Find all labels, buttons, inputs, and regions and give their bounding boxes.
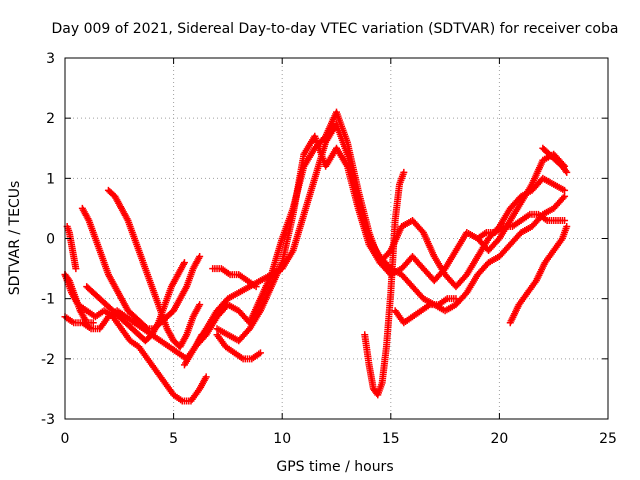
x-tick-label: 10 <box>273 431 291 447</box>
y-tick-label: 1 <box>46 171 55 187</box>
y-tick-label: -3 <box>41 412 55 428</box>
data-point-marker <box>64 275 72 283</box>
y-tick-label: 3 <box>46 51 55 67</box>
data-point-marker <box>563 222 571 230</box>
data-point-marker <box>561 216 569 224</box>
x-tick-label: 20 <box>490 431 508 447</box>
chart-title: Day 009 of 2021, Sidereal Day-to-day VTE… <box>52 21 619 37</box>
data-point-marker <box>252 283 260 291</box>
data-series <box>213 331 264 363</box>
data-point-marker <box>559 194 567 202</box>
x-axis-title: GPS time / hours <box>276 459 393 475</box>
data-series <box>474 210 569 242</box>
data-point-marker <box>202 373 210 381</box>
data-series <box>361 168 408 399</box>
y-axis-title: SDTVAR / TECUs <box>7 181 23 296</box>
data-point-marker <box>72 265 80 273</box>
data-series <box>539 144 571 176</box>
data-series <box>391 295 460 327</box>
x-tick-label: 25 <box>599 431 617 447</box>
data-point-marker <box>196 301 204 309</box>
y-tick-label: 2 <box>46 111 55 127</box>
x-axis-ticks: 0 5 10 15 20 25 <box>61 58 617 447</box>
data-point-marker <box>561 186 569 194</box>
data-point-marker <box>561 192 569 200</box>
data-series <box>506 222 571 327</box>
data-point-marker <box>562 167 570 175</box>
data-series <box>63 222 80 273</box>
data-series <box>213 132 569 345</box>
data-point-marker <box>142 324 150 332</box>
data-point-marker <box>452 295 460 303</box>
x-tick-label: 5 <box>169 431 178 447</box>
data-series <box>104 186 204 351</box>
x-tick-label: 15 <box>382 431 400 447</box>
y-tick-label: -1 <box>41 292 55 308</box>
y-axis-ticks: -3 -2 -1 0 1 2 3 <box>41 51 608 428</box>
data-series <box>209 265 260 291</box>
data-point-marker <box>256 349 264 357</box>
data-point-marker <box>180 259 188 267</box>
y-tick-label: 0 <box>46 232 55 248</box>
data-point-marker <box>89 319 97 327</box>
y-tick-label: -2 <box>41 352 55 368</box>
data-points <box>61 108 571 405</box>
x-tick-label: 0 <box>61 431 70 447</box>
data-point-marker <box>196 253 204 261</box>
data-series <box>83 259 188 345</box>
data-point-marker <box>400 168 408 176</box>
data-point-marker <box>563 168 571 176</box>
data-series <box>61 271 97 327</box>
